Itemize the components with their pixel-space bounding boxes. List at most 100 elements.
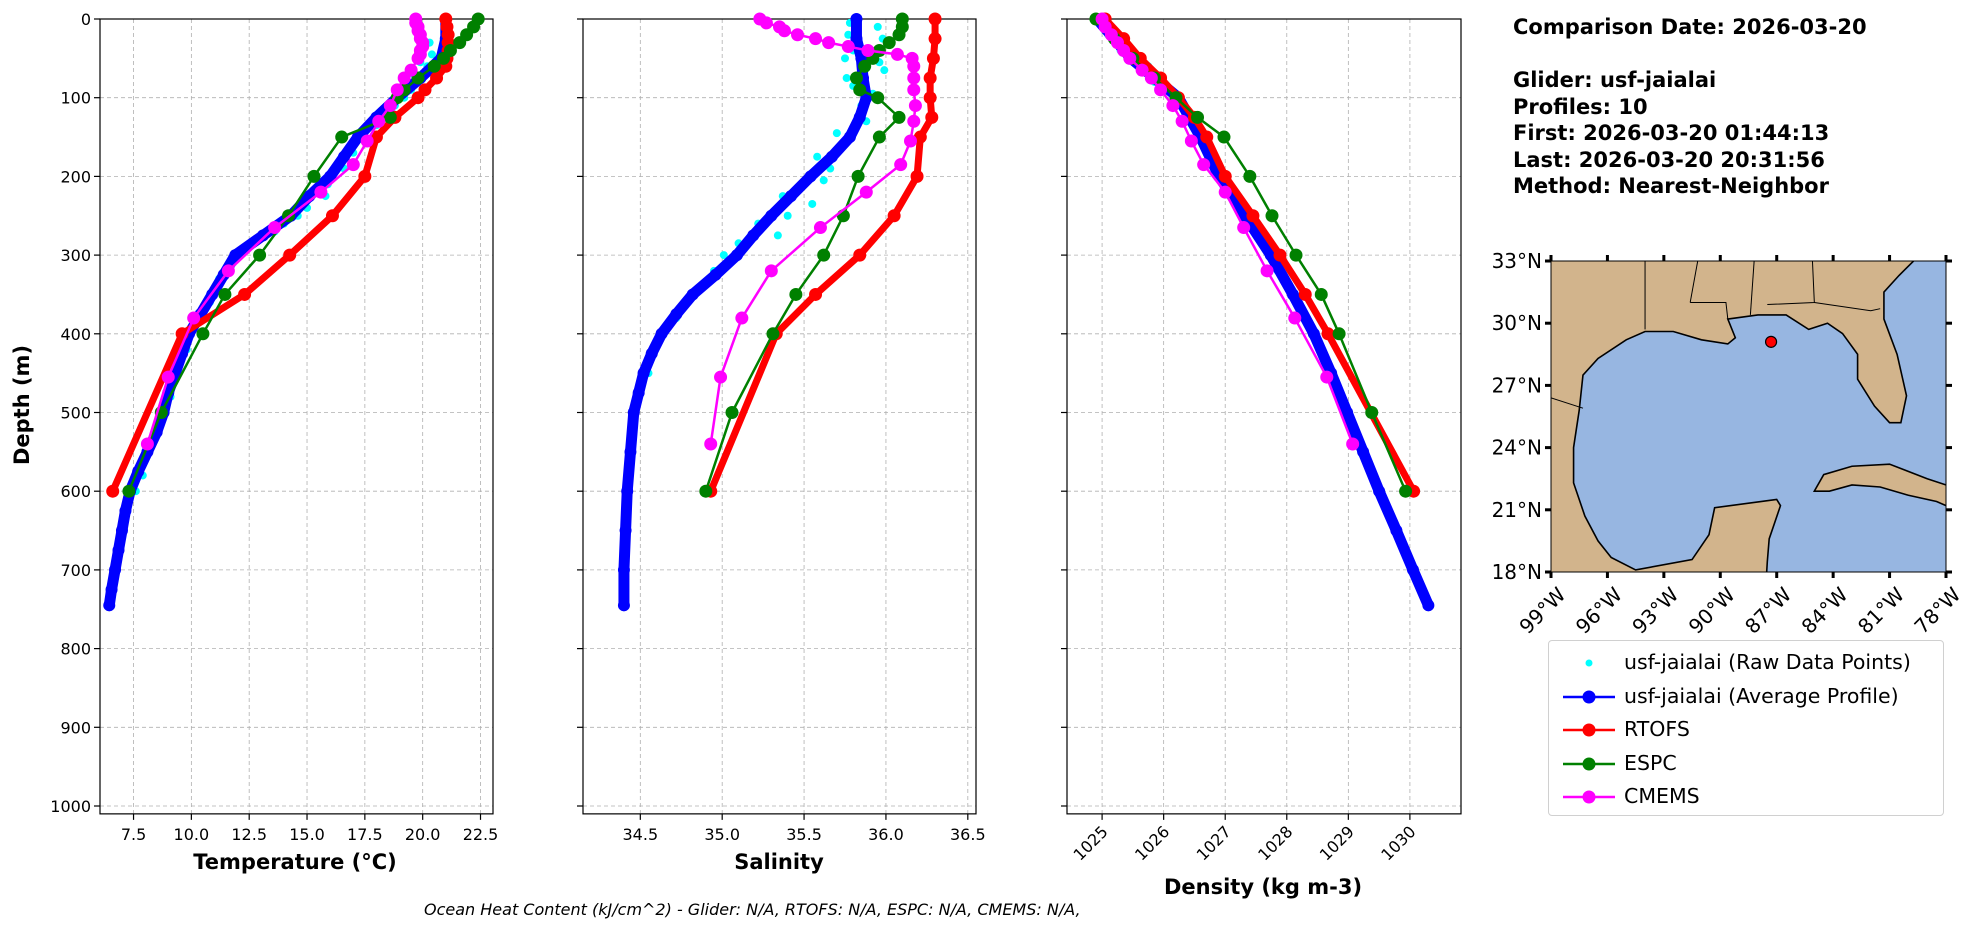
x-tick-label: 1029 — [1316, 822, 1358, 864]
legend-dot — [1585, 659, 1593, 667]
espc-point — [871, 91, 885, 105]
raw-point — [832, 129, 841, 138]
espc-point — [122, 484, 136, 498]
rtofs-point — [928, 32, 942, 46]
rtofs-point — [910, 169, 924, 183]
map-frame — [1550, 260, 1947, 573]
cmems-point — [859, 185, 873, 199]
espc-point — [1217, 130, 1231, 144]
density-panel: 1025 1026 1027 1028 1029 1030 — [1061, 12, 1462, 864]
cmems-point — [1197, 158, 1211, 172]
espc-point — [851, 169, 865, 183]
avg-point — [804, 170, 817, 183]
salinity-panel: 34.5 35.0 35.5 36.0 36.5 — [577, 12, 986, 844]
avg-point — [624, 445, 637, 458]
espc-point — [1289, 248, 1303, 262]
cmems-point — [1175, 114, 1189, 128]
avg-point — [1357, 445, 1370, 458]
rtofs-point — [809, 287, 823, 301]
legend-label: ESPC — [1624, 751, 1677, 775]
avg-point — [709, 268, 722, 281]
legend-dot — [1582, 757, 1596, 771]
cmems-point — [1237, 221, 1251, 235]
cmems-point — [764, 264, 778, 278]
cmems-point — [1135, 63, 1149, 77]
cmems-point — [907, 59, 921, 73]
cmems-point — [861, 43, 875, 57]
avg-point — [686, 288, 699, 301]
legend-entry-avg: usf-jaialai (Average Profile) — [1549, 680, 1943, 714]
legend-entry-rtofs: RTOFS — [1549, 713, 1943, 747]
espc-point — [218, 287, 232, 301]
y-tick-label: 300 — [60, 246, 91, 265]
rtofs-point — [325, 209, 339, 223]
y-tick-label: 800 — [60, 640, 91, 659]
avg-point — [850, 13, 863, 25]
espc-point — [453, 36, 467, 50]
cmems-point — [140, 437, 154, 451]
cmems-point — [411, 51, 425, 65]
avg-point — [670, 308, 683, 321]
gulf-water — [1572, 261, 1946, 572]
raw-point — [719, 251, 728, 260]
map-lon-label: 90°W — [1684, 582, 1740, 638]
espc-point — [1265, 209, 1279, 223]
state-border — [1689, 261, 1699, 303]
cmems-point — [907, 71, 921, 85]
cmems-point — [1154, 83, 1168, 97]
espc-point — [853, 83, 867, 97]
avg-point — [655, 327, 668, 340]
legend-entry-espc: ESPC — [1549, 747, 1943, 781]
espc-point — [858, 59, 872, 73]
state-border — [1690, 301, 1729, 320]
rtofs-point — [411, 91, 425, 105]
y-tick-label: 700 — [60, 561, 91, 580]
cmems-point — [841, 40, 855, 54]
y-tick-label: 400 — [60, 325, 91, 344]
location-map: 18°N 21°N 24°N 27°N 30°N 33°N 99°W 96°W 93°W 90°W… — [1492, 249, 1966, 638]
map-lat-label: 30°N — [1492, 311, 1542, 335]
x-tick-label: 12.5 — [231, 825, 267, 844]
avg-point — [632, 386, 645, 399]
espc-point — [849, 71, 863, 85]
avg-point — [825, 150, 838, 163]
state-border — [1749, 261, 1755, 315]
x-tick-label: 36.5 — [950, 825, 986, 844]
espc-point — [1365, 406, 1379, 419]
avg-point — [1373, 485, 1386, 498]
legend-dot — [1582, 790, 1596, 804]
espc-point — [1191, 110, 1205, 124]
x-tick-label: 1028 — [1254, 822, 1296, 864]
cmems-point — [1346, 437, 1360, 451]
profile-count: Profiles: 10 — [1513, 94, 1648, 119]
legend-label: RTOFS — [1624, 717, 1690, 741]
y-tick-label: 100 — [60, 89, 91, 108]
x-tick-label: 7.5 — [121, 825, 146, 844]
espc-point — [892, 110, 906, 124]
raw-point — [873, 22, 882, 31]
avg-point — [1286, 288, 1299, 301]
cmems-point — [221, 264, 235, 278]
legend-dot — [1582, 723, 1596, 737]
legend-marker-rtofs — [1563, 723, 1615, 737]
state-border — [1551, 397, 1584, 409]
y-tick-label: 200 — [60, 167, 91, 186]
map-content — [1551, 261, 1946, 572]
rtofs-point — [923, 71, 937, 85]
cmems-point — [187, 311, 201, 325]
espc-point — [817, 248, 831, 262]
avg-point — [1390, 524, 1403, 537]
series-group — [1089, 12, 1435, 612]
avg-point — [645, 347, 658, 360]
cmems-point — [397, 71, 411, 85]
espc-point — [427, 59, 441, 73]
comparison-date: Comparison Date: 2026-03-20 — [1513, 15, 1867, 39]
cuba-land — [1812, 463, 1946, 507]
legend-dot — [1582, 690, 1596, 704]
glider-name: Glider: usf-jaialai — [1513, 68, 1717, 92]
avg-point — [843, 131, 856, 144]
y-tick-label: 600 — [60, 482, 91, 501]
density-axis-label: Density (kg m-3) — [1163, 875, 1363, 899]
rtofs-point — [1218, 169, 1232, 183]
